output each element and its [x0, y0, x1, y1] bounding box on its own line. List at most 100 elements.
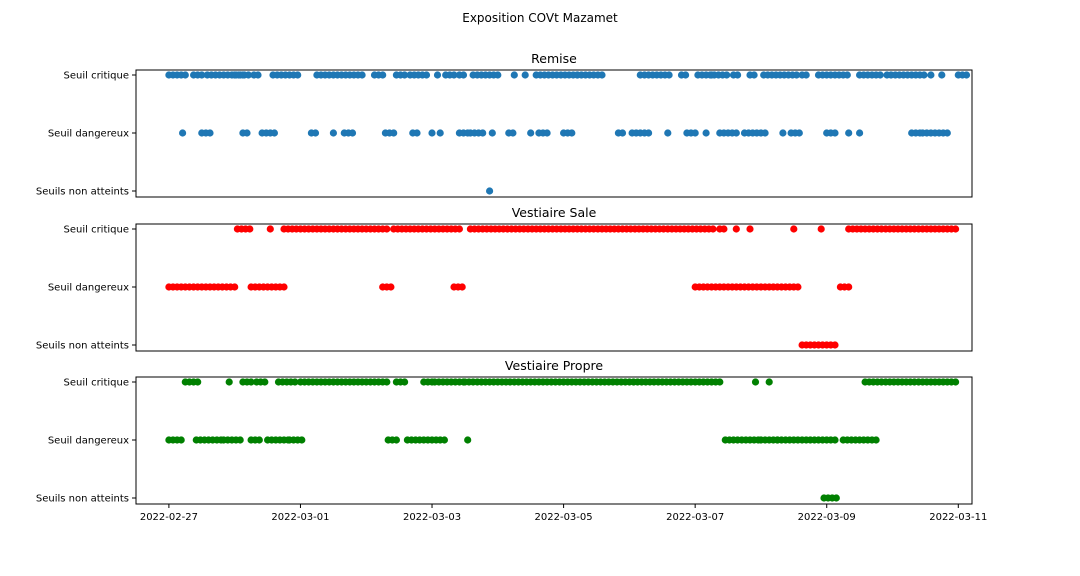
panel-title: Vestiaire Propre [505, 358, 603, 373]
axes-frame [135, 69, 973, 198]
data-point [494, 71, 502, 79]
data-point [817, 225, 825, 233]
data-point [488, 129, 496, 137]
data-point [618, 129, 627, 137]
data-point [247, 378, 255, 386]
data-point [765, 378, 773, 386]
y-tick-label: Seuil critique [64, 225, 130, 236]
data-point [510, 71, 518, 79]
data-point [716, 378, 724, 386]
data-point [521, 71, 529, 79]
data-point [392, 436, 400, 444]
panels: Remise Seuils non atteints Seuil dangereux… [36, 51, 987, 523]
data-point [952, 225, 960, 233]
data-point [509, 129, 517, 137]
figure-title: Exposition COVt Mazamet [462, 11, 618, 25]
data-point [845, 283, 853, 291]
panel-2: Vestiaire Propre Seuils non atteints Seuil… [36, 358, 987, 523]
data-point [450, 71, 458, 79]
data-point [206, 129, 214, 137]
data-point [181, 71, 189, 79]
data-point [831, 436, 839, 444]
data-point [387, 283, 395, 291]
data-point [732, 225, 740, 233]
data-point [709, 225, 717, 233]
data-point [751, 378, 760, 386]
data-point [422, 71, 431, 79]
data-point [231, 283, 239, 291]
data-point [527, 129, 535, 137]
data-point [794, 283, 802, 291]
x-tick-label: 2022-03-11 [929, 512, 987, 523]
data-point [779, 129, 787, 137]
data-point [401, 378, 409, 386]
data-point [436, 129, 444, 137]
y-tick-label: Seuil critique [64, 71, 130, 82]
series-vestiaire-sale [165, 225, 960, 349]
data-point [246, 225, 254, 233]
data-point [723, 71, 731, 79]
data-point [543, 129, 551, 137]
x-tick-label: 2022-03-07 [666, 512, 724, 523]
x-tick-label: 2022-02-27 [140, 512, 198, 523]
data-point [177, 436, 185, 444]
panel-1: Vestiaire Sale Seuils non atteints Seuil d… [36, 205, 973, 352]
data-point [645, 129, 653, 137]
data-point [486, 187, 494, 195]
y-tick-label: Seuil dangereux [48, 283, 129, 294]
data-point [455, 225, 463, 233]
data-point [379, 71, 387, 79]
data-point [962, 71, 971, 79]
data-point [664, 129, 672, 137]
data-point [280, 283, 288, 291]
x-tick-label: 2022-03-03 [403, 512, 461, 523]
data-point [479, 129, 487, 137]
data-point [832, 494, 840, 502]
data-point [239, 71, 247, 79]
data-point [428, 129, 436, 137]
y-tick-label: Seuil critique [64, 378, 130, 389]
data-point [244, 71, 252, 79]
data-point [938, 71, 946, 79]
y-tick-label: Seuil dangereux [48, 129, 129, 140]
data-point [179, 129, 187, 137]
panel-title: Vestiaire Sale [512, 205, 597, 220]
data-point [952, 378, 960, 386]
data-point [856, 129, 864, 137]
data-point [433, 71, 442, 79]
data-point [291, 378, 299, 386]
data-point [682, 71, 690, 79]
data-point [761, 129, 769, 137]
data-point [401, 71, 409, 79]
data-point [831, 341, 839, 349]
data-point [920, 71, 928, 79]
data-point [329, 129, 337, 137]
x-tick-label: 2022-03-09 [798, 512, 856, 523]
data-point [732, 129, 740, 137]
data-point [236, 436, 244, 444]
panel-title: Remise [531, 51, 577, 66]
data-point [270, 129, 278, 137]
x-tick-label: 2022-03-01 [271, 512, 329, 523]
data-point [255, 436, 263, 444]
data-point [793, 71, 801, 79]
x-tick-label: 2022-03-05 [535, 512, 593, 523]
data-point [708, 71, 716, 79]
data-point [872, 436, 880, 444]
y-tick-label: Seuils non atteints [36, 187, 129, 198]
data-point [294, 71, 302, 79]
data-point [298, 436, 306, 444]
data-point [413, 129, 421, 137]
data-point [358, 71, 366, 79]
data-point [734, 71, 742, 79]
data-point [746, 225, 754, 233]
axes-frame [135, 223, 973, 352]
data-point [390, 129, 398, 137]
data-point [198, 71, 206, 79]
data-point [843, 71, 851, 79]
series-vestiaire-propre [165, 378, 960, 502]
data-point [750, 71, 758, 79]
data-point [243, 129, 251, 137]
data-point [348, 129, 357, 137]
